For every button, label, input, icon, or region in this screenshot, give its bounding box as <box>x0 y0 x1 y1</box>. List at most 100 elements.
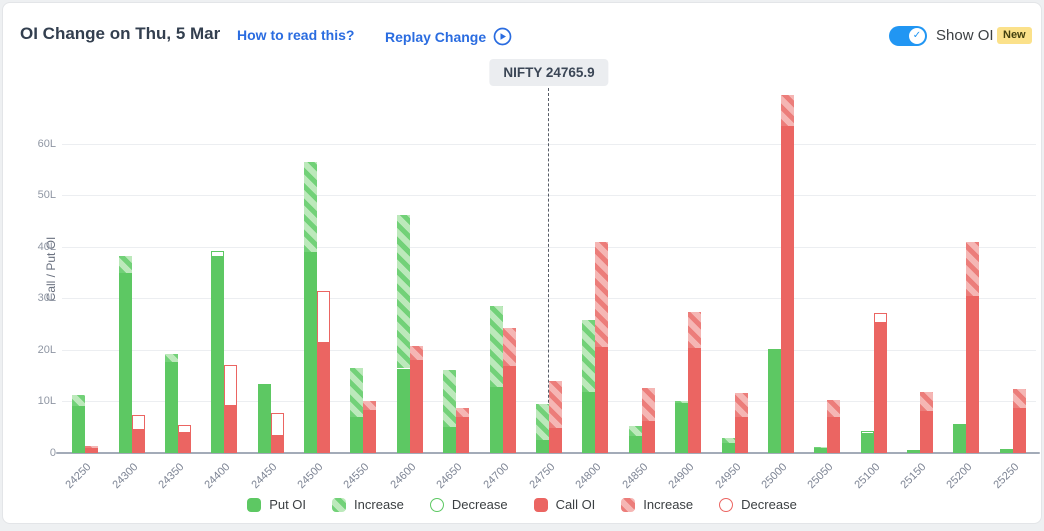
bar-call-24500[interactable] <box>317 343 331 453</box>
bar-call-increase-25150[interactable] <box>920 392 934 412</box>
bar-call-decrease-24400[interactable] <box>224 365 238 407</box>
bar-call-decrease-24450[interactable] <box>270 412 284 436</box>
bar-call-decrease-24300[interactable] <box>131 415 145 431</box>
bar-put-24900[interactable] <box>675 403 689 453</box>
bar-call-increase-24700[interactable] <box>502 328 516 367</box>
legend-label: Put OI <box>269 497 307 512</box>
legend-item-call-outline[interactable]: Decrease <box>719 497 797 512</box>
bar-put-25000[interactable] <box>767 348 781 453</box>
bar-call-24350[interactable] <box>177 433 191 453</box>
bar-put-24600[interactable] <box>396 368 410 453</box>
y-tick-label: 30L <box>37 292 56 305</box>
legend-label: Call OI <box>555 497 596 512</box>
bar-call-increase-25050[interactable] <box>827 400 841 417</box>
bar-call-decrease-25100[interactable] <box>873 312 887 323</box>
bar-put-24800[interactable] <box>582 391 596 453</box>
bar-put-decrease-24400[interactable] <box>211 250 225 258</box>
bar-put-24550[interactable] <box>350 416 364 453</box>
bar-call-increase-24900[interactable] <box>688 312 702 349</box>
bar-call-25050[interactable] <box>827 416 841 453</box>
bar-call-25200[interactable] <box>966 295 980 453</box>
show-oi-toggle[interactable]: ✓ <box>889 26 927 46</box>
bar-call-increase-25200[interactable] <box>966 241 980 296</box>
bar-put-increase-25050[interactable] <box>814 446 828 449</box>
replay-change-link[interactable]: Replay Change <box>385 27 512 46</box>
bar-call-increase-24750[interactable] <box>549 380 562 428</box>
bar-put-increase-24350[interactable] <box>164 353 178 363</box>
bar-call-25100[interactable] <box>873 322 887 453</box>
bar-put-increase-24700[interactable] <box>489 306 503 388</box>
bar-call-decrease-24350[interactable] <box>177 424 191 434</box>
bar-call-increase-25000[interactable] <box>780 94 794 126</box>
y-tick-label: 50L <box>37 189 56 202</box>
legend-item-put-outline[interactable]: Decrease <box>429 497 508 512</box>
bar-call-increase-24250[interactable] <box>85 446 99 449</box>
bar-put-24350[interactable] <box>164 362 178 453</box>
legend-item-put-hatch[interactable]: Increase <box>332 497 404 512</box>
gridline-40L <box>62 246 1036 248</box>
bar-put-24250[interactable] <box>72 405 86 453</box>
bar-put-24700[interactable] <box>489 387 503 453</box>
gridline-60L <box>62 143 1036 145</box>
bar-put-increase-24800[interactable] <box>582 320 596 392</box>
bar-put-25200[interactable] <box>953 424 967 453</box>
bar-call-24950[interactable] <box>734 416 748 453</box>
bar-put-24400[interactable] <box>211 257 225 453</box>
chart-legend: Put OI Increase Decrease Call OI Increase Dec… <box>0 497 1044 512</box>
bar-put-24950[interactable] <box>721 442 735 453</box>
bar-call-increase-24650[interactable] <box>456 407 470 417</box>
bar-put-increase-24950[interactable] <box>721 437 735 443</box>
bar-call-24600[interactable] <box>409 360 423 453</box>
bar-call-24450[interactable] <box>270 435 284 453</box>
bar-put-increase-24650[interactable] <box>443 369 457 427</box>
bar-call-24300[interactable] <box>131 430 145 453</box>
bar-put-decrease-25100[interactable] <box>860 430 874 434</box>
y-tick-label: 10L <box>37 395 56 408</box>
bar-put-increase-24250[interactable] <box>72 395 86 406</box>
bar-put-increase-24300[interactable] <box>118 255 132 273</box>
bar-call-24750[interactable] <box>549 427 562 453</box>
gridline-30L <box>62 298 1036 300</box>
legend-item-call-solid[interactable]: Call OI <box>533 497 596 512</box>
bar-put-24650[interactable] <box>443 426 457 453</box>
bar-put-25150[interactable] <box>907 449 921 453</box>
bar-put-24850[interactable] <box>628 435 642 453</box>
bar-put-25250[interactable] <box>999 448 1013 453</box>
bar-put-25050[interactable] <box>814 448 828 453</box>
bar-put-24750[interactable] <box>536 439 549 453</box>
how-to-read-link[interactable]: How to read this? <box>237 27 355 43</box>
bar-call-increase-24550[interactable] <box>363 401 377 410</box>
bar-call-24400[interactable] <box>224 406 238 453</box>
bar-call-increase-24850[interactable] <box>641 387 655 422</box>
bar-put-24450[interactable] <box>257 384 271 453</box>
bar-call-25000[interactable] <box>780 125 794 453</box>
bar-call-24700[interactable] <box>502 366 516 453</box>
bar-call-24900[interactable] <box>688 348 702 453</box>
bar-put-24500[interactable] <box>304 252 318 453</box>
play-icon[interactable] <box>493 27 512 46</box>
bar-call-increase-24950[interactable] <box>734 393 748 417</box>
nifty-spot-line <box>548 88 549 453</box>
bar-put-25100[interactable] <box>860 433 874 453</box>
bar-put-increase-24750[interactable] <box>536 404 549 440</box>
bar-call-increase-24800[interactable] <box>595 241 609 347</box>
bar-call-25150[interactable] <box>920 411 934 453</box>
bar-call-24650[interactable] <box>456 416 470 453</box>
bar-call-decrease-24500[interactable] <box>317 290 331 344</box>
bar-put-increase-24850[interactable] <box>628 426 642 436</box>
legend-item-put-solid[interactable]: Put OI <box>247 497 306 512</box>
bar-call-increase-25250[interactable] <box>1012 389 1026 408</box>
bar-call-24250[interactable] <box>85 448 99 453</box>
bar-put-increase-24550[interactable] <box>350 367 364 417</box>
bar-put-24300[interactable] <box>118 272 132 453</box>
bar-put-increase-24900[interactable] <box>675 401 689 403</box>
bar-put-increase-24500[interactable] <box>304 161 318 253</box>
bar-call-increase-24600[interactable] <box>409 345 423 361</box>
bar-call-24550[interactable] <box>363 409 377 453</box>
legend-item-call-hatch[interactable]: Increase <box>621 497 693 512</box>
bar-call-24850[interactable] <box>641 421 655 453</box>
bar-call-25250[interactable] <box>1012 407 1026 453</box>
bar-call-24800[interactable] <box>595 346 609 453</box>
bar-put-increase-24600[interactable] <box>396 214 410 369</box>
